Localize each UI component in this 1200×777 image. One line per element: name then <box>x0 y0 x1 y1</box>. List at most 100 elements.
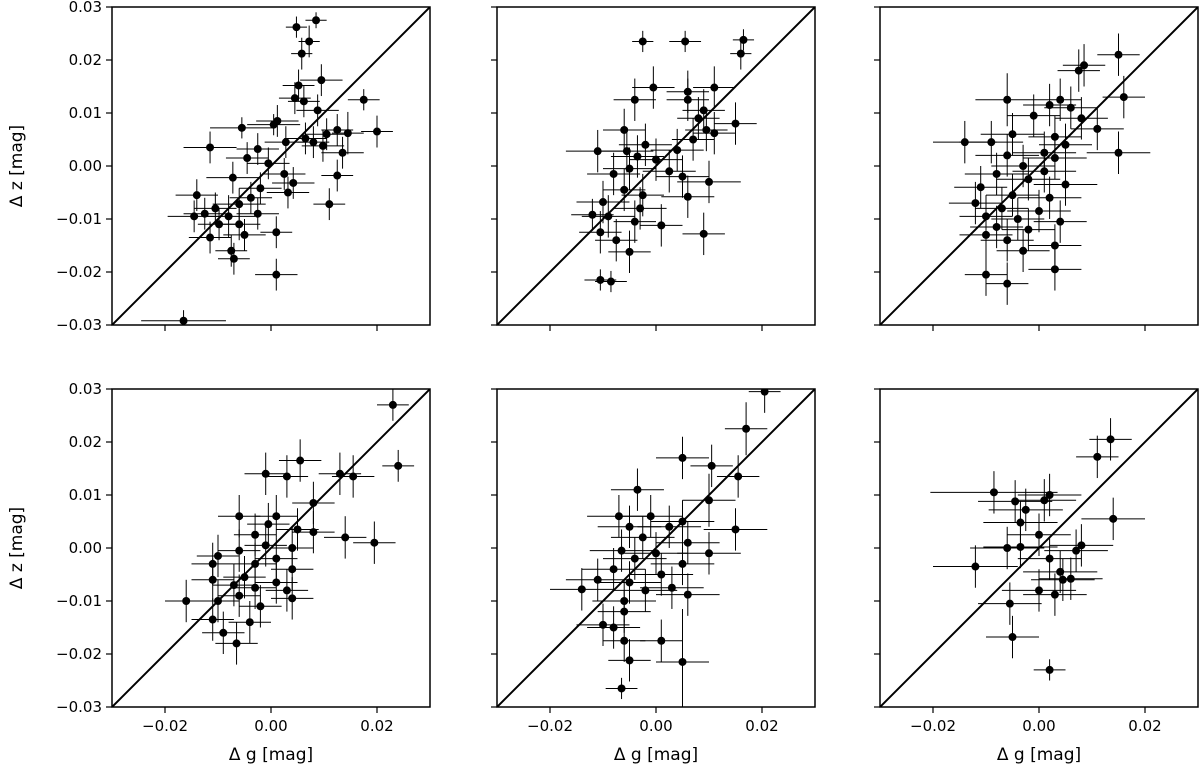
marker <box>251 530 260 539</box>
marker <box>760 389 769 396</box>
data-point <box>225 142 269 174</box>
y-tick-label: 0.02 <box>69 433 102 451</box>
data-point <box>233 513 277 556</box>
marker <box>388 400 397 409</box>
marker <box>246 193 255 202</box>
data-point <box>1089 418 1132 461</box>
marker <box>282 586 291 595</box>
marker <box>245 618 254 627</box>
panel-bottom-right: −0.02 0.00 0.02 Δ g [mag] <box>874 388 1199 765</box>
marker <box>214 551 222 560</box>
marker <box>1003 544 1012 552</box>
data-point <box>265 569 309 612</box>
data-point <box>1039 78 1082 121</box>
data-point <box>313 188 346 221</box>
marker <box>317 76 326 85</box>
marker <box>293 525 302 534</box>
data-point <box>579 211 622 254</box>
marker <box>633 152 642 161</box>
data-point <box>255 537 298 580</box>
marker <box>1029 111 1038 120</box>
marker <box>609 623 618 632</box>
marker <box>296 456 305 465</box>
marker <box>609 169 618 178</box>
data-point <box>732 29 755 51</box>
marker <box>349 472 358 481</box>
marker <box>272 270 281 279</box>
data-point <box>576 603 630 647</box>
data-point <box>603 537 667 580</box>
marker <box>1050 241 1059 250</box>
marker <box>1106 435 1115 444</box>
marker <box>739 35 748 44</box>
data-point <box>693 111 736 155</box>
data-point <box>730 37 752 70</box>
marker <box>208 615 217 624</box>
marker <box>593 575 602 584</box>
marker <box>702 125 711 134</box>
y-axis-label: Δ z [mag] <box>7 507 27 589</box>
panel-top-left: −0.03 −0.02 −0.01 0.00 0.01 0.02 0.03 Δ z [mag] <box>7 0 431 334</box>
marker <box>182 597 191 605</box>
data-point <box>1023 136 1087 180</box>
marker <box>1114 50 1123 59</box>
data-point <box>1044 529 1108 572</box>
marker <box>689 135 698 144</box>
marker <box>652 549 660 558</box>
data-point <box>301 129 345 162</box>
marker <box>1077 541 1086 550</box>
data-point <box>656 573 720 616</box>
marker <box>1003 279 1012 288</box>
marker <box>272 228 281 237</box>
marker <box>992 222 1001 231</box>
marker <box>699 106 708 115</box>
marker <box>313 106 322 115</box>
data-point <box>1023 83 1077 127</box>
marker <box>229 581 238 590</box>
data-point <box>581 195 635 238</box>
data-point <box>223 555 266 599</box>
marker <box>694 114 703 123</box>
data-point <box>959 213 1013 257</box>
marker <box>633 485 642 494</box>
x-tick-label: 0.02 <box>745 717 778 735</box>
marker <box>227 246 236 255</box>
marker <box>625 522 634 531</box>
data-point <box>1033 163 1098 206</box>
marker <box>742 424 751 433</box>
marker <box>235 512 244 521</box>
data-point <box>640 619 683 662</box>
data-point <box>714 102 757 145</box>
marker <box>1021 505 1030 514</box>
data-point <box>1039 557 1103 600</box>
data-point <box>1033 200 1087 243</box>
marker <box>359 95 368 104</box>
marker <box>224 212 233 221</box>
marker <box>309 498 318 507</box>
data-point <box>1023 573 1087 616</box>
y-axis-label: Δ z [mag] <box>7 125 27 207</box>
data-point <box>959 120 1024 164</box>
data-point <box>640 204 683 247</box>
marker <box>630 95 639 104</box>
marker <box>588 210 597 219</box>
data-point <box>1033 659 1066 681</box>
data-point <box>581 548 646 591</box>
x-tick-label: −0.02 <box>527 717 573 735</box>
marker <box>288 565 297 574</box>
data-point <box>196 534 240 578</box>
marker <box>604 212 613 221</box>
marker <box>190 212 199 221</box>
marker <box>1016 542 1025 551</box>
marker <box>997 204 1006 213</box>
data-point <box>265 455 309 498</box>
data-point <box>597 561 662 604</box>
marker <box>673 146 682 155</box>
data-point <box>1007 513 1071 556</box>
data-point <box>296 94 339 127</box>
data-point <box>748 389 781 413</box>
marker <box>256 184 265 193</box>
plot-area <box>112 7 430 325</box>
data-point <box>618 123 672 166</box>
data-point <box>264 126 308 159</box>
